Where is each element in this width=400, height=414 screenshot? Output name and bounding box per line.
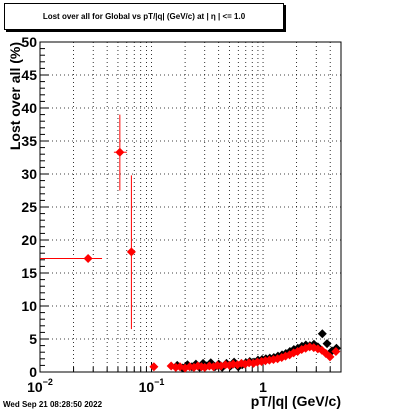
y-axis-title: Lost over all (%)	[7, 42, 23, 150]
chart-title-box: Lost over all for Global vs pT/|q| (GeV/…	[4, 3, 284, 30]
y-tick-label: 30	[21, 166, 37, 182]
axis-ticks	[39, 41, 342, 373]
grid	[40, 42, 341, 372]
y-tick-label: 35	[21, 133, 37, 149]
x-tick-label: 10−1	[139, 377, 165, 395]
y-tick-label: 25	[21, 199, 37, 215]
x-tick-label: 10−2	[27, 377, 53, 395]
data-point	[149, 362, 159, 372]
plot-frame	[39, 41, 342, 373]
data-point	[325, 352, 335, 362]
y-tick-label: 50	[21, 34, 37, 50]
y-tick-label: 5	[29, 331, 37, 347]
data-point	[331, 347, 341, 357]
data-point	[322, 339, 332, 349]
data-point	[126, 247, 136, 257]
y-tick-label: 40	[21, 100, 37, 116]
tick-labels: 0 5 10 15 20 25 30 35 40 45 50 10−2 10−1 1	[21, 34, 267, 395]
data-point	[115, 147, 125, 157]
y-tick-label: 20	[21, 232, 37, 248]
data-point	[83, 253, 93, 263]
y-tick-label: 15	[21, 265, 37, 281]
data-point	[317, 329, 327, 339]
x-axis-title: pT/|q| (GeV/c)	[251, 393, 341, 409]
y-tick-label: 0	[29, 364, 37, 380]
x-tick-label: 1	[259, 379, 267, 395]
y-tick-label: 45	[21, 67, 37, 83]
y-tick-label: 10	[21, 298, 37, 314]
series-1	[40, 114, 341, 373]
data-series	[40, 114, 341, 373]
chart-title: Lost over all for Global vs pT/|q| (GeV/…	[42, 12, 246, 21]
timestamp: Wed Sep 21 08:28:50 2022	[3, 400, 103, 409]
